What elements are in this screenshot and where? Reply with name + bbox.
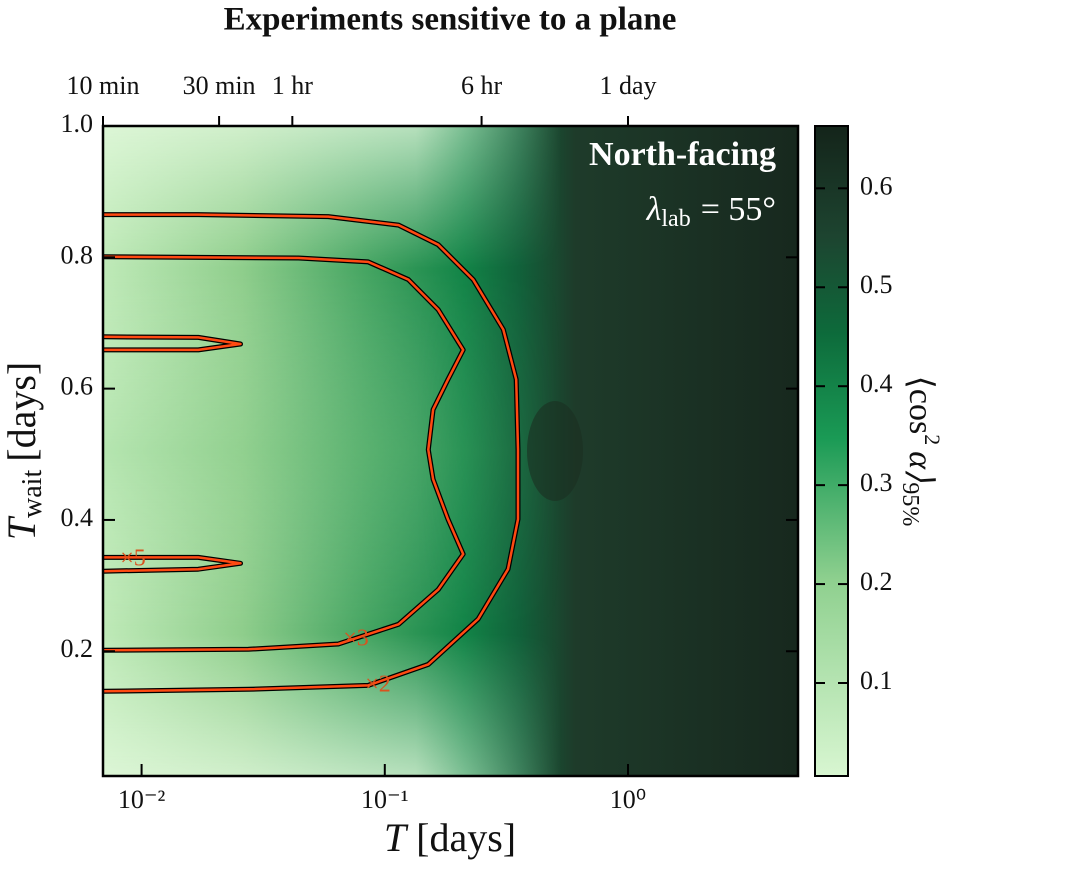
contours: ×2 ×3 ×5 (102, 212, 521, 698)
contour-line (102, 556, 242, 573)
x2-tick-label: 1 hr (272, 71, 314, 100)
x2-tick-label: 10 min (67, 71, 140, 100)
chart-title: Experiments sensitive to a plane (224, 2, 677, 38)
annotation-symbol: λ (646, 191, 662, 228)
colorbar-tick-label: 0.2 (860, 567, 893, 596)
y-tick-label: 0.2 (61, 634, 94, 663)
colorbar-tick-label: 0.3 (860, 468, 893, 497)
contour-line (102, 213, 520, 693)
colorbar (814, 125, 849, 777)
x-label-text: [days] (416, 815, 516, 860)
y-axis-label: Twait [days] (0, 362, 48, 540)
colorbar-tick-label: 0.6 (860, 171, 893, 200)
contour-line (102, 335, 242, 352)
x-label-symbol: T (384, 815, 409, 860)
y-tick-label: 0.6 (61, 372, 94, 401)
contour-line (102, 255, 465, 652)
plot-frame (101, 124, 800, 778)
x-tick-label: 10⁰ (610, 785, 646, 814)
y-label-text: [days] (0, 362, 44, 462)
annotation-text: = 55° (701, 191, 776, 228)
annotation-title: North-facing (589, 136, 776, 173)
cb-label-power: 2 (920, 434, 945, 445)
heatmap (103, 126, 798, 776)
colorbar-tick-label: 0.4 (860, 369, 893, 398)
cb-label-prefix: ⟨cos (902, 376, 939, 435)
x-axis-label: T [days] (384, 815, 516, 860)
colorbar-label: ⟨cos2 α⟩95% (897, 376, 944, 527)
y-label-symbol: T (0, 515, 44, 540)
x-tick-label: 10⁻² (118, 785, 166, 814)
x2-tick-label: 30 min (183, 71, 256, 100)
y-label-subscript: wait (17, 470, 48, 518)
annotation: λlab = 55° (646, 191, 776, 232)
contour-label: ×2 (365, 672, 391, 698)
contour-label: ×5 (120, 546, 146, 572)
y-tick-label: 0.8 (61, 240, 94, 269)
cb-label-symbol: α⟩ (902, 451, 939, 482)
y-tick-label: 1.0 (61, 109, 94, 138)
x2-tick-label: 1 day (599, 71, 656, 100)
colorbar-tick-label: 0.1 (860, 666, 893, 695)
y-tick-label: 0.4 (61, 503, 94, 532)
colorbar-tick-label: 0.5 (860, 270, 893, 299)
cb-label-subscript: 95% (897, 482, 923, 526)
contour-label: ×3 (343, 626, 369, 652)
annotation-subscript: lab (661, 206, 690, 232)
x-tick-label: 10⁻¹ (361, 785, 409, 814)
x2-tick-label: 6 hr (461, 71, 503, 100)
